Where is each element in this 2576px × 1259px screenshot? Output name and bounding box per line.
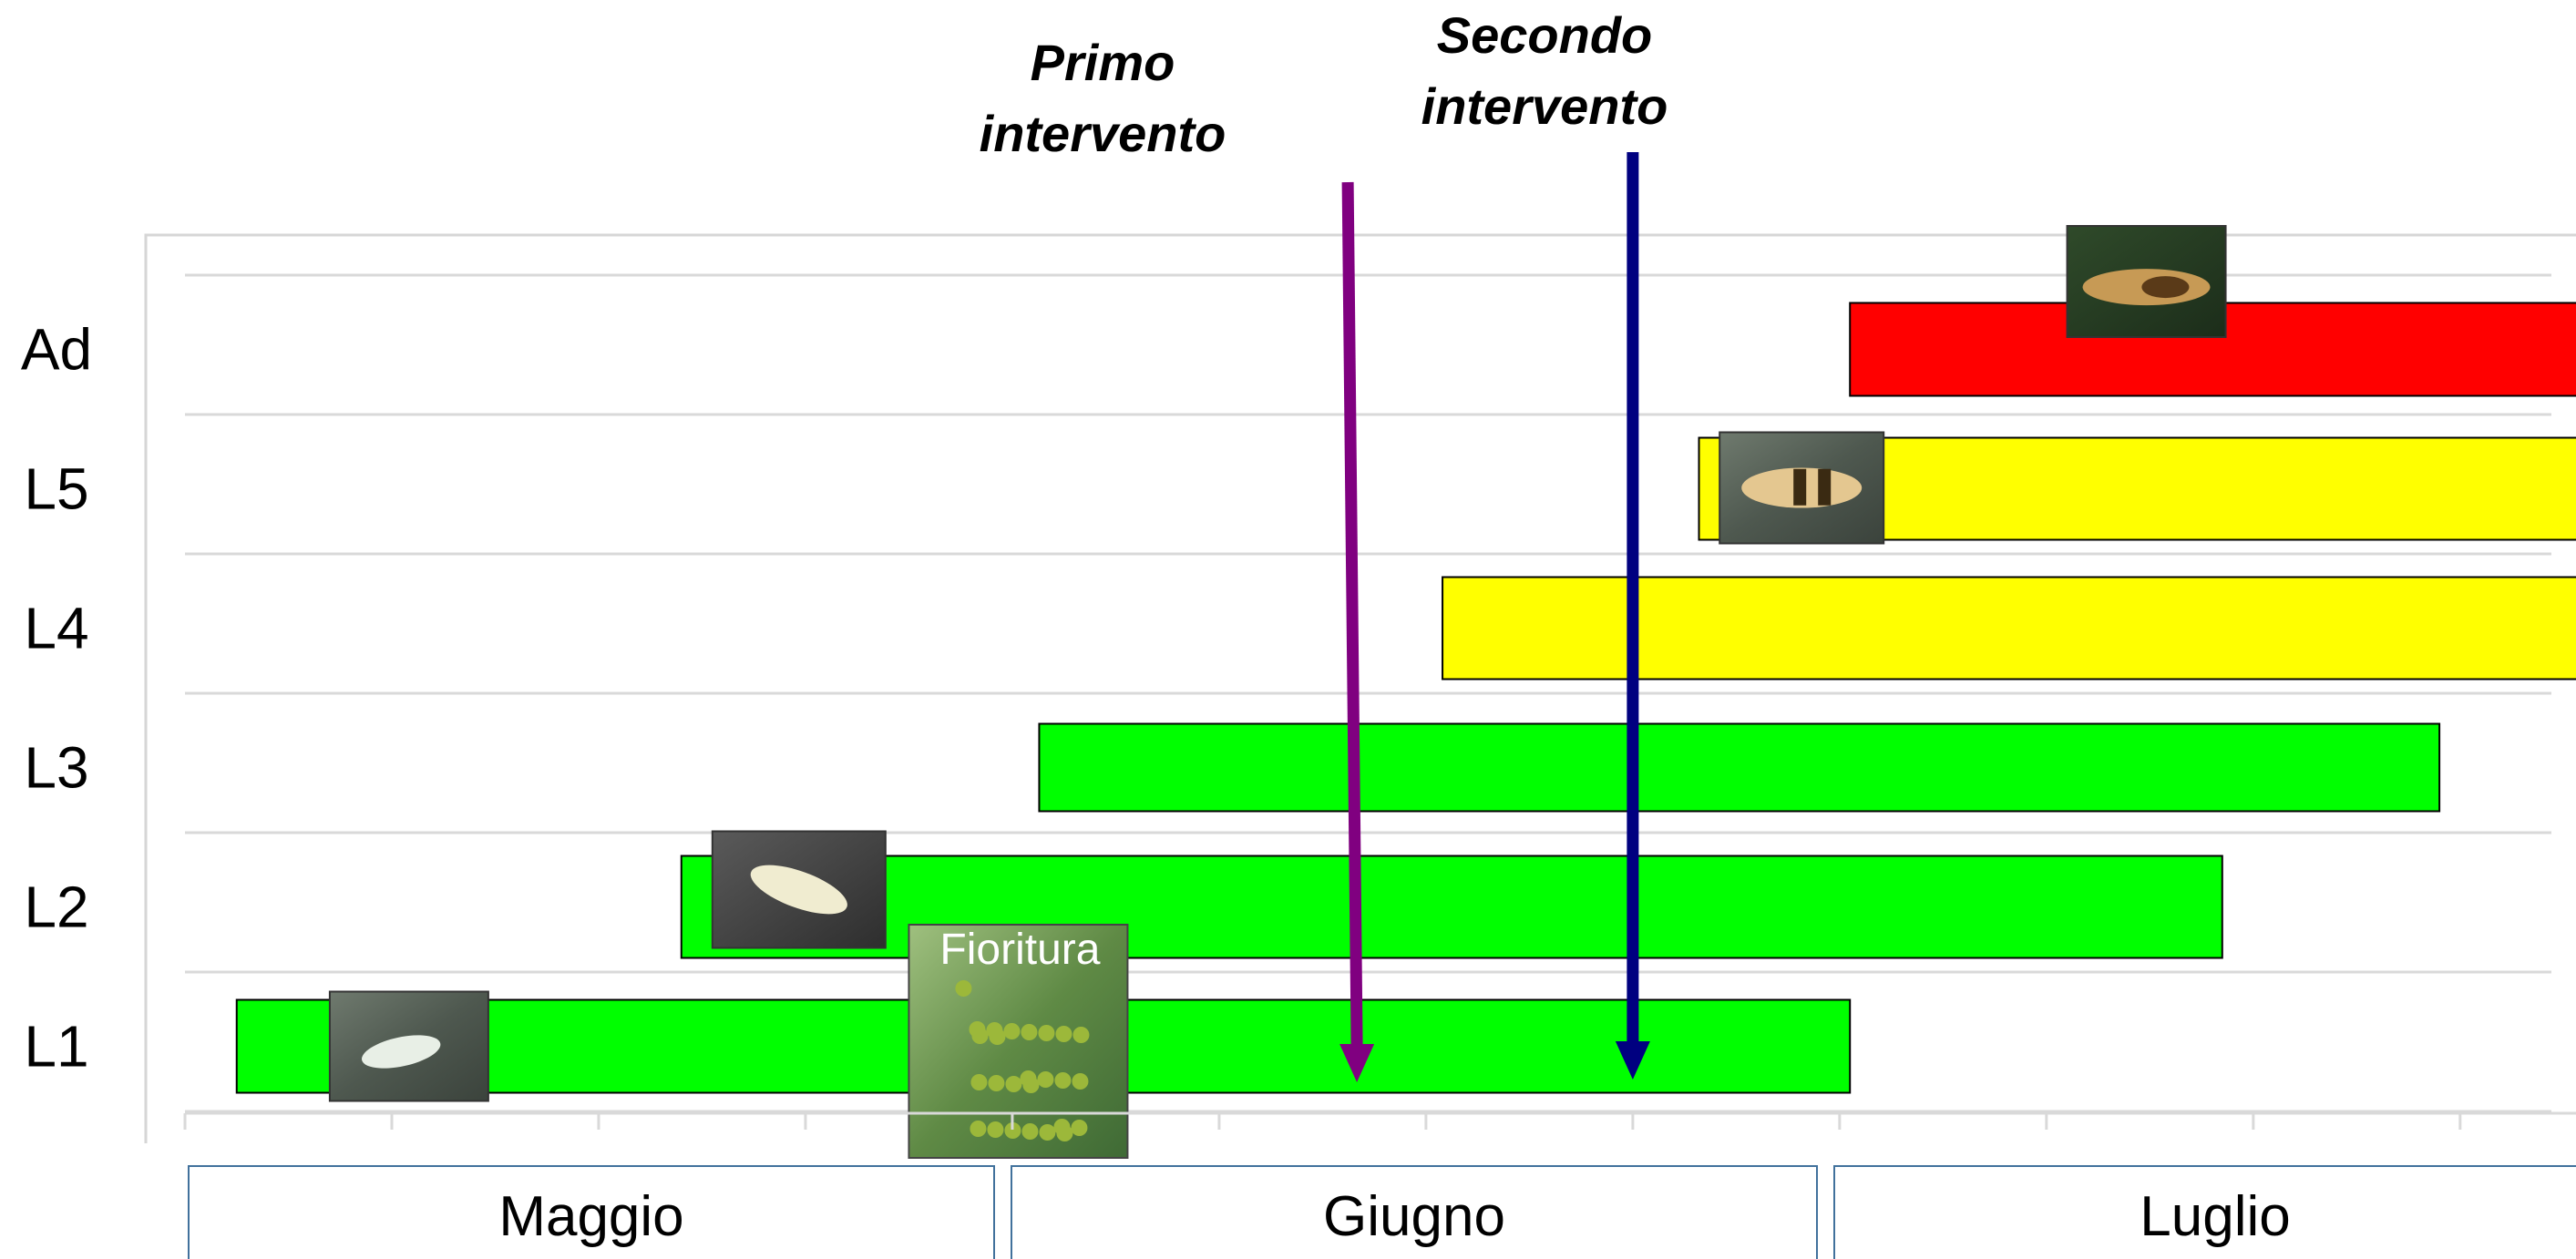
- flowering-photo-background: [908, 924, 1129, 1159]
- flower-bud: [970, 1121, 987, 1137]
- flower-bud: [1039, 1124, 1056, 1141]
- arrow-head: [1615, 1041, 1650, 1080]
- adult-marking: [2141, 276, 2190, 299]
- flower-bud: [1021, 1123, 1039, 1140]
- flower-bud: [988, 1075, 1005, 1091]
- flower-bud: [1005, 1076, 1022, 1092]
- month-box-frame: [188, 1165, 995, 1259]
- gridlines: [185, 273, 2551, 1113]
- flower-bud: [1071, 1120, 1088, 1136]
- month-label: Maggio: [498, 1185, 683, 1248]
- category-label-ad: Ad: [21, 317, 92, 383]
- intervention-label-line1: Secondo: [1437, 6, 1652, 64]
- flower-bud: [969, 1021, 986, 1038]
- flower-bud: [1021, 1024, 1038, 1040]
- intervention-arrow-1: Primo intervento: [980, 34, 1375, 1082]
- l5-nymph-photo: [1719, 431, 1885, 545]
- month-box-frame: [1011, 1165, 1818, 1259]
- adult-photo: [2066, 225, 2227, 338]
- flowering-photo: Fioritura: [908, 924, 1129, 1159]
- l1-nymph-photo: [328, 990, 489, 1102]
- flower-bud: [986, 1022, 1003, 1039]
- intervention-arrows: Primo intervento Secondo intervento: [980, 6, 1668, 1082]
- category-label-l1: L1: [24, 1014, 88, 1080]
- flower-bud: [1072, 1073, 1089, 1090]
- flower-bud: [1003, 1023, 1021, 1039]
- l2-nymph-photo: [711, 830, 887, 949]
- flower-bud: [1054, 1072, 1072, 1089]
- bar-l4: [1442, 576, 2576, 681]
- flower-bud: [1053, 1119, 1071, 1135]
- category-label-l3: L3: [24, 735, 88, 801]
- flower-bud: [1038, 1025, 1055, 1041]
- flower-bud: [987, 1121, 1004, 1138]
- flower-bud: [955, 980, 972, 997]
- flower-bud: [1004, 1122, 1021, 1139]
- nymph-body: [750, 865, 847, 915]
- photos: Fioritura: [328, 225, 2227, 1159]
- intervention-arrow-2: Secondo intervento: [1421, 6, 1668, 1080]
- plot-frame: [144, 233, 2576, 1143]
- x-axis: [183, 1111, 2576, 1130]
- flower-bud: [1072, 1027, 1090, 1043]
- intervention-label-line2: intervento: [980, 105, 1226, 162]
- category-label-l2: L2: [24, 875, 88, 940]
- plot-area-border: [144, 233, 2576, 1143]
- intervention-label-line2: intervento: [1421, 77, 1668, 135]
- category-labels: L1 L2 L3 L4 L5 Ad: [21, 317, 92, 1080]
- flower-bud: [1055, 1026, 1072, 1042]
- month-label: Giugno: [1323, 1185, 1505, 1248]
- month-boxes: Maggio Giugno Luglio: [188, 1165, 2576, 1259]
- month-box-frame: [1833, 1165, 2576, 1259]
- flower-bud: [970, 1074, 988, 1090]
- category-label-l5: L5: [24, 456, 88, 522]
- month-label: Luglio: [2140, 1185, 2290, 1248]
- arrow-shaft: [1341, 181, 1363, 1047]
- flowering-label: Fioritura: [939, 926, 1100, 974]
- month-box-maggio: Maggio: [188, 1165, 995, 1259]
- intervention-label-line1: Primo: [1031, 34, 1175, 91]
- bars: [235, 302, 2576, 1094]
- arrow-head: [1339, 1044, 1375, 1082]
- nymph-stripe: [1818, 468, 1832, 506]
- flower-bud: [1037, 1071, 1054, 1088]
- nymph-stripe: [1793, 468, 1807, 506]
- bar-l3: [1038, 722, 2441, 813]
- month-box-giugno: Giugno: [1011, 1165, 1818, 1259]
- nymph-body: [362, 1035, 441, 1069]
- category-label-l4: L4: [24, 596, 88, 661]
- month-box-luglio: Luglio: [1833, 1165, 2576, 1259]
- flower-bud: [1020, 1070, 1037, 1087]
